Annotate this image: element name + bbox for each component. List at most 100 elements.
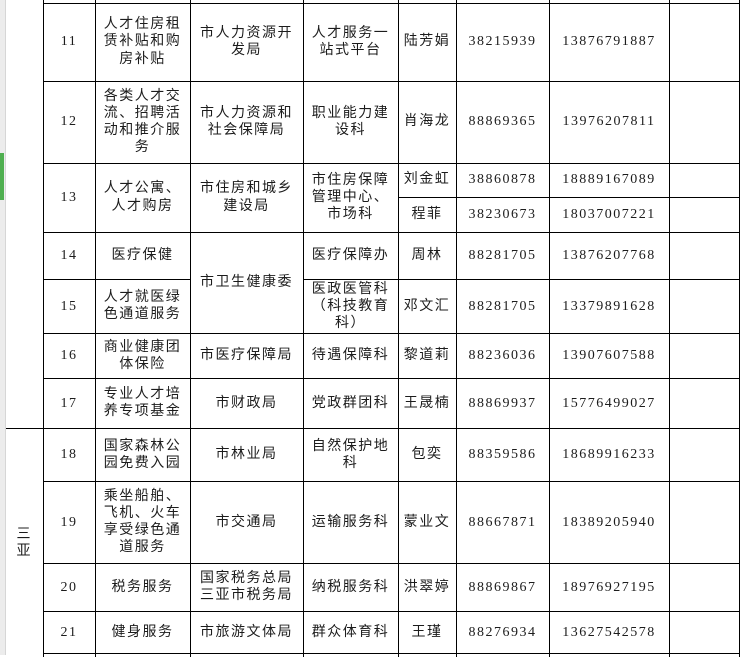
- cell-service: 各类人才交流、招聘活动和推介服务: [94, 80, 191, 164]
- cell-contact-name: 王瑾: [397, 610, 457, 654]
- cell-contact-name: 黎道莉: [397, 332, 457, 379]
- cell-service: 医疗保健: [94, 231, 191, 280]
- cell-city-label: 三亚: [6, 427, 44, 657]
- cell-remark: [668, 162, 740, 198]
- cell-section: 职业能力建设科: [302, 80, 399, 164]
- cell-service: 乘坐船舶、飞机、火车享受绿色通道服务: [94, 480, 191, 564]
- cell-service: 人才就医绿色通道服务: [94, 278, 191, 334]
- cell-section: 市住房保障管理中心、市场科: [302, 162, 399, 233]
- cell-section: 群众体育科: [302, 610, 399, 654]
- cell-seq: 20: [42, 562, 96, 612]
- cell-service: 税务服务: [94, 562, 191, 612]
- cell-remark: [668, 427, 740, 482]
- cell-service: 专业人才培养专项基金: [94, 377, 191, 429]
- cell-contact-name: 洪翠婷: [397, 562, 457, 612]
- cell-phone: 88236036: [455, 332, 550, 379]
- cell-remark: [668, 231, 740, 280]
- cell-phone: 88359586: [455, 427, 550, 482]
- table-row: 15 人才就医绿色通道服务 医政医管科（科技教育科） 邓文汇 88281705 …: [6, 278, 740, 334]
- cell-mobile: 18037007221: [548, 196, 670, 233]
- cell-service: 国家森林公园免费入园: [94, 427, 191, 482]
- cell-remark: [668, 332, 740, 379]
- cell-seq: 18: [42, 427, 96, 482]
- cell-dept: 市卫生健康委: [189, 231, 304, 334]
- cell-dept: 市旅游文体局: [189, 610, 304, 654]
- cell-seq: 17: [42, 377, 96, 429]
- table-row: 21 健身服务 市旅游文体局 群众体育科 王瑾 88276934 1362754…: [6, 610, 740, 654]
- cell-dept: [189, 652, 304, 657]
- cell-contact-name: 肖海龙: [397, 80, 457, 164]
- cell-mobile: 13907607588: [548, 332, 670, 379]
- cell-seq: 19: [42, 480, 96, 564]
- table-row: 三亚 18 国家森林公园免费入园 市林业局 自然保护地科 包奕 88359586…: [6, 427, 740, 657]
- cell-remark: [668, 278, 740, 334]
- services-table: 11 人才住房租赁补贴和购房补贴 市人力资源开发局 人才服务一站式平台 陆芳娟 …: [6, 0, 740, 657]
- cell-phone: 88869365: [455, 80, 550, 164]
- left-scrollbar-track[interactable]: [0, 0, 6, 655]
- cell-section: 待遇保障科: [302, 332, 399, 379]
- cell-service: 人才公寓、人才购房: [94, 162, 191, 233]
- cell-mobile: 13876791887: [548, 2, 670, 82]
- cell-phone: 88281705: [455, 231, 550, 280]
- cell-seq: 13: [42, 162, 96, 233]
- cell-seq: 11: [42, 2, 96, 82]
- cell-dept: 市林业局: [189, 427, 304, 482]
- cell-remark: [668, 377, 740, 429]
- cell-dept: 市医疗保障局: [189, 332, 304, 379]
- cell-dept: 市人力资源和社会保障局: [189, 80, 304, 164]
- cell-phone: [455, 652, 550, 657]
- talent-services-table: 11 人才住房租赁补贴和购房补贴 市人力资源开发局 人才服务一站式平台 陆芳娟 …: [6, 0, 740, 657]
- cell-mobile: 13627542578: [548, 610, 670, 654]
- cell-section: 纳税服务科: [302, 562, 399, 612]
- cell-mobile: 18689916233: [548, 427, 670, 482]
- cell-section: 党政群团科: [302, 377, 399, 429]
- cell-seq: 21: [42, 610, 96, 654]
- cell-contact-name: 周林: [397, 231, 457, 280]
- cell-dept: 市财政局: [189, 377, 304, 429]
- cell-seq: 15: [42, 278, 96, 334]
- cell-mobile: 18976927195: [548, 562, 670, 612]
- cell-dept: 市住房和城乡建设局: [189, 162, 304, 233]
- cell-mobile: 18889167089: [548, 162, 670, 198]
- cell-phone: 38860878: [455, 162, 550, 198]
- table-row: 19 乘坐船舶、飞机、火车享受绿色通道服务 市交通局 运输服务科 蒙业文 886…: [6, 480, 740, 564]
- cell-remark: [668, 652, 740, 657]
- cell-phone: 88869937: [455, 377, 550, 429]
- cell-seq: 16: [42, 332, 96, 379]
- cell-remark: [668, 196, 740, 233]
- table-row: 20 税务服务 国家税务总局三亚市税务局 纳税服务科 洪翠婷 88869867 …: [6, 562, 740, 612]
- cell-service: 健身服务: [94, 610, 191, 654]
- cell-contact-name: 蒙业文: [397, 480, 457, 564]
- cell-contact-name: [397, 652, 457, 657]
- cell-remark: [668, 2, 740, 82]
- cell-remark: [668, 562, 740, 612]
- table-row: 11 人才住房租赁补贴和购房补贴 市人力资源开发局 人才服务一站式平台 陆芳娟 …: [6, 2, 740, 82]
- cell-section: 自然保护地科: [302, 427, 399, 482]
- cell-section: 运输服务科: [302, 480, 399, 564]
- cell-section: 医疗保障办: [302, 231, 399, 280]
- table-row: 程菲 38230673 18037007221: [6, 196, 740, 233]
- cell-dept: 市交通局: [189, 480, 304, 564]
- cell-contact-name: 包奕: [397, 427, 457, 482]
- cell-remark: [668, 610, 740, 654]
- cell-mobile: 18389205940: [548, 480, 670, 564]
- left-scrollbar-thumb[interactable]: [0, 153, 4, 200]
- cell-contact-name: 邓文汇: [397, 278, 457, 334]
- table-row: 17 专业人才培养专项基金 市财政局 党政群团科 王晟楠 88869937 15…: [6, 377, 740, 429]
- cell-remark: [668, 80, 740, 164]
- cell-mobile: 13976207811: [548, 80, 670, 164]
- cell-dept: 国家税务总局三亚市税务局: [189, 562, 304, 612]
- cell-seq: [42, 652, 96, 657]
- cell-contact-name: 刘金虹: [397, 162, 457, 198]
- cell-service: 商业健康团体保险: [94, 332, 191, 379]
- cell-mobile: [548, 652, 670, 657]
- cell-phone: 88276934: [455, 610, 550, 654]
- cell-mobile: 13876207768: [548, 231, 670, 280]
- table-row: 16 商业健康团体保险 市医疗保障局 待遇保障科 黎道莉 88236036 13…: [6, 332, 740, 379]
- cell-phone: 38230673: [455, 196, 550, 233]
- cell-phone: 88869867: [455, 562, 550, 612]
- cell-remark: [668, 480, 740, 564]
- cell-service: 人才住房租赁补贴和购房补贴: [94, 2, 191, 82]
- cell-mobile: 15776499027: [548, 377, 670, 429]
- cell-city-upper: [6, 0, 44, 429]
